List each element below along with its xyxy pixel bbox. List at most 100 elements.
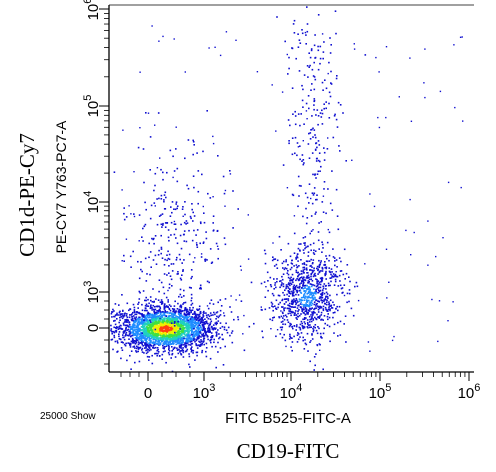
- event-dot: [161, 314, 163, 317]
- event-dot: [205, 231, 207, 233]
- event-dot: [330, 268, 333, 270]
- event-dot: [152, 259, 155, 261]
- event-dot: [288, 302, 291, 305]
- event-dot: [122, 322, 125, 325]
- event-dot: [284, 314, 287, 317]
- event-dot: [150, 334, 153, 337]
- event-dot: [283, 318, 286, 321]
- event-dot: [166, 274, 168, 276]
- event-dot: [321, 337, 323, 339]
- event-dot: [162, 312, 165, 314]
- event-dot: [130, 213, 132, 215]
- event-dot: [170, 338, 173, 341]
- event-dot: [177, 319, 179, 322]
- event-dot: [342, 112, 344, 114]
- event-dot: [172, 340, 175, 343]
- event-dot: [351, 159, 353, 161]
- event-dot: [161, 324, 164, 327]
- event-dot: [157, 320, 160, 322]
- event-dot: [129, 342, 131, 345]
- event-dot: [294, 287, 297, 289]
- event-dot: [196, 347, 199, 349]
- event-dot: [326, 299, 328, 302]
- event-dot: [293, 298, 295, 300]
- event-dot: [191, 329, 193, 332]
- event-dot: [332, 273, 335, 275]
- event-dot: [185, 308, 187, 311]
- event-dot: [167, 289, 169, 292]
- event-dot: [155, 330, 158, 333]
- event-dot: [174, 311, 177, 314]
- event-dot: [155, 352, 158, 355]
- outer-y-label: CD1d-PE-Cy7: [15, 133, 39, 257]
- event-dot: [191, 309, 194, 311]
- event-dot: [315, 157, 318, 160]
- event-dot: [319, 112, 322, 114]
- event-dot: [160, 325, 163, 327]
- event-dot: [264, 296, 267, 298]
- event-dot: [310, 293, 313, 296]
- event-dot: [171, 201, 174, 203]
- event-dot: [317, 68, 320, 71]
- event-dot: [293, 306, 295, 308]
- event-dot: [122, 341, 124, 344]
- event-dot: [162, 321, 164, 324]
- event-dot: [322, 305, 325, 308]
- event-dot: [207, 338, 209, 341]
- event-dot: [119, 310, 121, 313]
- event-dot: [172, 332, 174, 335]
- event-dot: [175, 203, 177, 205]
- event-dot: [192, 327, 195, 329]
- event-dot: [308, 326, 311, 329]
- event-dot: [175, 315, 177, 317]
- event-dot: [157, 339, 160, 341]
- event-dot: [320, 296, 322, 298]
- event-dot: [292, 287, 295, 290]
- event-dot: [316, 332, 319, 335]
- event-dot: [114, 303, 117, 305]
- event-dot: [168, 314, 170, 317]
- event-dot: [157, 112, 160, 114]
- event-dot: [196, 326, 198, 329]
- event-dot: [177, 339, 179, 341]
- event-dot: [265, 286, 267, 288]
- event-dot: [140, 261, 142, 263]
- event-dot: [280, 284, 283, 286]
- event-dot: [217, 155, 219, 157]
- event-dot: [166, 259, 168, 262]
- event-dot: [304, 297, 306, 299]
- event-dot: [118, 337, 121, 340]
- event-dot: [199, 284, 202, 287]
- event-dot: [117, 328, 120, 330]
- event-dot: [329, 294, 331, 297]
- event-dot: [313, 61, 315, 64]
- event-dot: [309, 288, 311, 291]
- event-dot: [133, 213, 135, 215]
- event-dot: [225, 329, 228, 331]
- event-dot: [329, 308, 331, 310]
- event-dot: [307, 272, 309, 274]
- event-dot: [145, 280, 148, 282]
- event-dot: [137, 341, 140, 343]
- event-dot: [179, 310, 182, 313]
- event-dot: [176, 323, 178, 326]
- event-dot: [182, 344, 184, 346]
- event-dot: [281, 91, 284, 93]
- event-dot: [153, 312, 156, 315]
- event-dot: [196, 338, 198, 341]
- event-dot: [138, 337, 140, 339]
- event-dot: [296, 253, 299, 255]
- event-dot: [275, 130, 277, 132]
- event-dot: [313, 253, 316, 255]
- event-dot: [217, 329, 219, 331]
- event-dot: [287, 264, 289, 266]
- event-dot: [149, 273, 151, 276]
- event-dot: [329, 284, 331, 287]
- event-dot: [207, 307, 210, 310]
- event-dot: [319, 332, 322, 335]
- event-dot: [153, 309, 156, 311]
- event-dot: [160, 281, 163, 284]
- event-dot: [183, 230, 186, 232]
- event-dot: [166, 337, 168, 339]
- event-dot: [304, 313, 307, 316]
